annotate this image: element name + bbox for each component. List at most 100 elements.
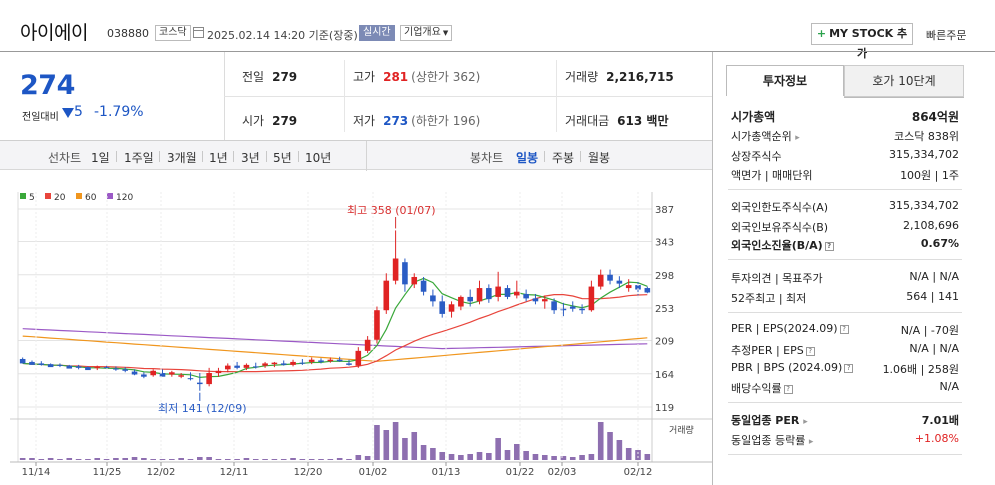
foreign-ratio-label: 외국인소진율(B/A)? <box>731 237 834 253</box>
help-icon[interactable]: ? <box>839 325 849 334</box>
volume-bar <box>243 458 250 460</box>
candle-body <box>476 288 483 302</box>
volume-bar <box>262 459 268 460</box>
volume-bar <box>103 459 110 460</box>
candle-body <box>290 361 296 365</box>
tab-underline <box>726 97 964 98</box>
high-annotation: 최고 358 (01/07) <box>347 204 436 217</box>
candle-body <box>607 274 613 281</box>
volume-bar <box>215 459 222 460</box>
period-3m[interactable]: 3개월 <box>167 151 197 165</box>
candle-daily[interactable]: 일봉 <box>516 151 539 165</box>
line-chart-label: 선차트 <box>48 151 82 165</box>
candle-body <box>448 304 455 312</box>
volume-bar <box>532 454 539 460</box>
volume-bar <box>402 438 408 460</box>
candle-body <box>159 373 166 377</box>
candle-body <box>94 367 101 369</box>
volume-label: 거래량 <box>669 424 694 436</box>
foreign-ratio-value: 0.67% <box>920 237 959 250</box>
volume-bar <box>47 458 54 460</box>
corp-info-dropdown[interactable]: 기업개요 ▼ <box>400 25 453 41</box>
volume-bar <box>364 456 371 460</box>
tab-orderbook[interactable]: 호가 10단계 <box>844 65 964 97</box>
period-1y[interactable]: 1년 <box>209 151 228 165</box>
foreign-hold-label: 외국인보유주식수(B) <box>731 221 829 234</box>
volume-bar <box>75 459 82 460</box>
company-name: 아이에이 <box>20 22 88 44</box>
volume-bar <box>476 452 483 460</box>
shares-value: 315,334,702 <box>889 148 959 161</box>
candle-body <box>271 362 278 365</box>
candle-body <box>420 280 427 292</box>
volume-bar <box>290 458 296 460</box>
mktcap-rank-label[interactable]: 시가총액순위 ▸ <box>731 130 800 143</box>
dividend-label: 배당수익률? <box>731 380 793 396</box>
candle-body <box>569 306 576 309</box>
period-3y[interactable]: 3년 <box>241 151 260 165</box>
dividend-value: N/A <box>939 380 959 393</box>
candle-chart-label: 봉차트 <box>470 151 504 165</box>
candle-body <box>411 276 418 285</box>
candle-body <box>318 360 324 362</box>
stock-header: 아이에이 038880 코스닥 2025.02.14 14:20 기준(장중) … <box>0 0 995 60</box>
volume-bar <box>616 440 623 460</box>
industry-change-label[interactable]: 동일업종 등락률 ▸ <box>731 434 814 447</box>
candle-body <box>458 296 464 307</box>
volume-bar <box>38 459 45 460</box>
volume-bar <box>308 459 315 460</box>
x-axis-labels: 11/14 11/25 12/02 12/11 12/20 01/02 01/13 01/22… <box>22 192 652 478</box>
candle-body <box>514 291 520 296</box>
candle-body <box>262 363 268 366</box>
prev-close: 전일 279 <box>242 70 298 84</box>
candle-body <box>635 285 641 290</box>
moving-averages <box>22 277 648 379</box>
candle-weekly[interactable]: 주봉 <box>552 151 575 165</box>
volume-bar <box>169 459 175 460</box>
quote-col-divider <box>344 60 345 132</box>
volume-bar <box>607 432 613 460</box>
volume-bar <box>346 459 352 460</box>
candle-body <box>252 366 259 368</box>
period-1w[interactable]: 1주일 <box>124 151 154 165</box>
volume-bar <box>411 432 418 460</box>
foreign-limit-value: 315,334,702 <box>889 199 959 212</box>
period-10y[interactable]: 10년 <box>305 151 332 165</box>
candle-body <box>206 373 212 385</box>
section-divider <box>728 454 962 455</box>
volume-bar <box>206 457 212 460</box>
volume-bar <box>29 458 35 460</box>
pbr-label: PBR | BPS (2024.09)? <box>731 361 854 374</box>
volume-bar <box>523 451 529 460</box>
help-icon[interactable]: ? <box>844 364 854 373</box>
52w-value: 564 | 141 <box>906 290 959 303</box>
header-divider <box>0 51 995 52</box>
quote-row-divider <box>224 96 712 97</box>
realtime-button[interactable]: 실시간 <box>359 25 395 41</box>
candle-body <box>57 364 63 366</box>
industry-per-label[interactable]: 동일업종 PER ▸ <box>731 414 808 427</box>
period-5y[interactable]: 5년 <box>273 151 292 165</box>
tab-invest-info[interactable]: 투자정보 <box>726 65 844 97</box>
candle-body <box>327 359 334 362</box>
price-chart[interactable]: 5 20 60 120 최고 358 (01/07) 최저 141 (12/09) 3… <box>0 172 712 485</box>
est-per-label: 추정PER | EPS? <box>731 342 815 358</box>
volume-bar <box>579 455 585 460</box>
candle-body <box>47 364 54 368</box>
chart-notes: 최고 358 (01/07) 최저 141 (12/09) <box>158 204 436 415</box>
period-1d[interactable]: 1일 <box>91 151 110 165</box>
section-divider <box>728 312 962 313</box>
candle-body <box>402 262 408 285</box>
help-icon[interactable]: ? <box>805 347 815 356</box>
industry-change-value: +1.08% <box>914 432 959 445</box>
section-divider <box>728 189 962 190</box>
help-icon[interactable]: ? <box>824 242 834 251</box>
volume: 거래량 2,216,715 <box>565 70 674 84</box>
quick-order-link[interactable]: 빠른주문 <box>926 29 967 42</box>
volume-bar <box>569 457 576 460</box>
volume-bar <box>234 459 240 460</box>
y-tick-label: 209 <box>655 337 674 348</box>
help-icon[interactable]: ? <box>783 385 793 394</box>
mystock-add-button[interactable]: + MY STOCK 추가 <box>811 23 913 60</box>
candle-monthly[interactable]: 월봉 <box>588 151 611 165</box>
